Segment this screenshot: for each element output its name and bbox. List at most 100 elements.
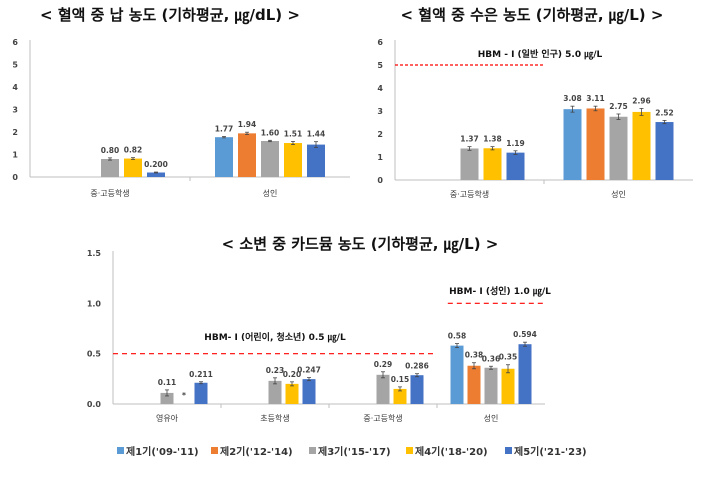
data-label: 1.44	[307, 130, 326, 139]
chart-title: < 혈액 중 납 농도 (기하평균, ㎍/dL) >	[40, 6, 300, 25]
legend-label: 제3기('15-'17)	[318, 445, 391, 458]
data-label: 0.11	[158, 378, 177, 387]
data-label: 0.594	[513, 330, 537, 339]
bar	[655, 122, 674, 180]
y-tick-label: 1.0	[87, 299, 102, 308]
bar	[506, 152, 525, 180]
data-label: 1.60	[261, 128, 280, 137]
y-tick-label: 5	[377, 61, 383, 70]
bar	[484, 367, 498, 404]
bar	[285, 383, 299, 404]
legend-swatch	[211, 447, 218, 454]
legend-label: 제2기('12-'14)	[220, 445, 293, 458]
bar	[238, 133, 256, 177]
y-tick-label: 6	[377, 38, 383, 47]
bar	[160, 392, 174, 404]
data-label: 0.247	[297, 366, 321, 375]
y-tick-label: 4	[377, 84, 383, 93]
bar	[268, 380, 282, 404]
category-label: 중·고등학생	[90, 188, 129, 198]
y-tick-label: 4	[12, 83, 18, 92]
data-label: 1.37	[460, 135, 479, 144]
chart-title: < 소변 중 카드뮴 농도 (기하평균, ㎍/L) >	[222, 235, 499, 254]
data-label: 0.58	[448, 332, 467, 341]
bar	[460, 148, 479, 180]
chart-title: < 혈액 중 수은 농도 (기하평균, ㎍/L) >	[401, 6, 664, 25]
data-label: 2.75	[609, 102, 628, 111]
bar	[101, 159, 119, 177]
category-label: 성인	[611, 189, 626, 199]
data-label: 0.23	[266, 366, 285, 375]
legend-label: 제1기('09-'11)	[126, 445, 199, 458]
data-label: 0.36	[482, 354, 501, 363]
legend-swatch	[505, 447, 512, 454]
bar	[450, 345, 464, 404]
y-tick-label: 0	[377, 176, 383, 185]
data-label: 3.11	[586, 94, 605, 103]
data-label: 0.20	[283, 370, 302, 379]
bar	[302, 379, 316, 404]
bar	[467, 365, 481, 404]
category-label: 중·고등학생	[363, 413, 402, 423]
y-tick-label: 2	[12, 128, 18, 137]
y-tick-label: 6	[12, 38, 18, 47]
chart-0: < 혈액 중 납 농도 (기하평균, ㎍/dL) > 0 1 2 3 4 5 6 중·고등학생 0…	[12, 6, 350, 198]
data-label: 0.38	[465, 351, 484, 360]
data-label: 0.82	[124, 146, 143, 155]
bar	[215, 137, 233, 177]
y-tick-label: 0.5	[87, 350, 102, 359]
data-label: 2.96	[632, 96, 651, 105]
legend: 제1기('09-'11) 제2기('12-'14) 제3기('15-'17) 제4기(…	[117, 445, 587, 458]
data-label: 0.211	[189, 370, 213, 379]
bar	[632, 111, 651, 180]
data-label: 1.51	[284, 129, 303, 138]
category-label: 성인	[484, 413, 499, 423]
threshold-label: HBM- Ⅰ (어린이, 청소년) 0.5 ㎍/L	[204, 331, 346, 343]
y-tick-label: 2	[377, 130, 383, 139]
legend-label: 제4기('18-'20)	[415, 445, 488, 458]
category-label: 중·고등학생	[450, 189, 489, 199]
data-label: 2.52	[655, 108, 674, 117]
bar	[563, 109, 582, 180]
bar	[609, 116, 628, 180]
data-label: 1.19	[506, 139, 525, 148]
data-label: 0.286	[405, 362, 429, 371]
category-label: 초등학생	[260, 413, 289, 423]
y-tick-label: 1	[377, 153, 383, 162]
data-label: 0.35	[499, 353, 518, 362]
bar	[376, 374, 390, 404]
chart-1: < 혈액 중 수은 농도 (기하평균, ㎍/L) > 0 1 2 3 4 5 6 중·고등학생 1…	[377, 6, 693, 199]
bar	[124, 158, 142, 177]
threshold-label: HBM - Ⅰ (일반 인구) 5.0 ㎍/L	[478, 48, 603, 60]
y-tick-label: 0	[12, 173, 18, 182]
y-tick-label: 3	[377, 107, 383, 116]
legend-swatch	[309, 447, 316, 454]
bar	[410, 375, 424, 404]
data-label: 1.94	[238, 120, 257, 129]
bar	[586, 108, 605, 180]
no-data-marker: *	[182, 391, 186, 400]
bar	[307, 144, 325, 177]
bar	[393, 388, 407, 404]
data-label: 3.08	[563, 94, 582, 103]
bar	[501, 368, 515, 404]
data-label: 1.77	[215, 125, 234, 134]
bar	[518, 344, 532, 404]
bar	[261, 141, 279, 177]
data-label: 0.80	[101, 146, 120, 155]
y-tick-label: 1	[12, 151, 18, 160]
data-label: 1.38	[483, 135, 502, 144]
y-tick-label: 1.5	[87, 249, 102, 258]
data-label: 0.29	[374, 360, 393, 369]
legend-label: 제5기('21-'23)	[514, 445, 587, 458]
bar	[194, 382, 208, 404]
y-tick-label: 5	[12, 61, 18, 70]
y-tick-label: 3	[12, 106, 18, 115]
threshold-label: HBM- Ⅰ (성인) 1.0 ㎍/L	[449, 285, 551, 297]
bar	[284, 143, 302, 177]
legend-swatch	[117, 447, 124, 454]
category-label: 성인	[263, 188, 278, 198]
chart-2: < 소변 중 카드뮴 농도 (기하평균, ㎍/L) > 0.0 0.5 1.0 1.5 영…	[87, 235, 551, 423]
legend-swatch	[406, 447, 413, 454]
